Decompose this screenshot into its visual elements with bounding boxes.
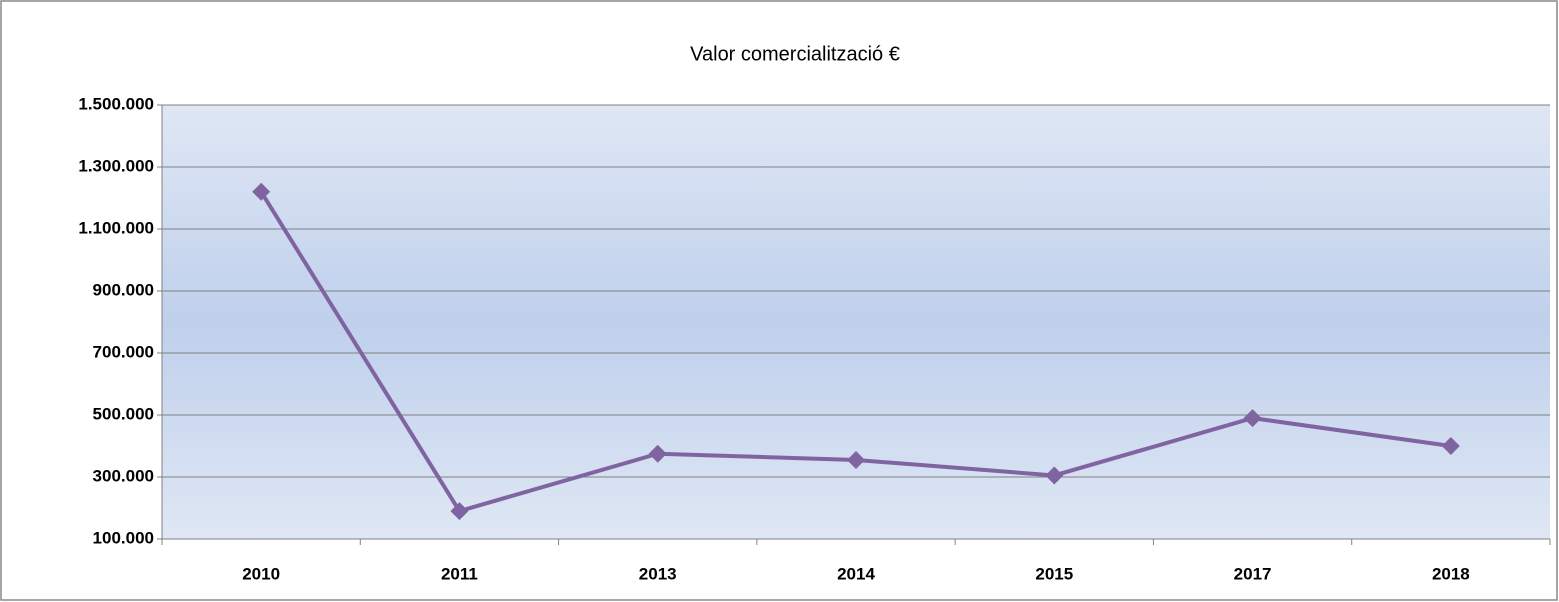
x-tick-label: 2017 bbox=[1234, 564, 1272, 583]
y-tick-label: 1.300.000 bbox=[78, 156, 154, 175]
x-tick-label: 2014 bbox=[837, 564, 875, 583]
y-tick-label: 700.000 bbox=[93, 342, 154, 361]
y-tick-label: 1.100.000 bbox=[78, 218, 154, 237]
x-tick-label: 2018 bbox=[1432, 564, 1470, 583]
data-marker bbox=[1243, 409, 1262, 428]
plot-area bbox=[162, 105, 1550, 539]
y-tick-label: 100.000 bbox=[93, 528, 154, 547]
chart-title: Valor comercialització € bbox=[690, 43, 900, 65]
data-marker bbox=[847, 450, 865, 469]
y-tick-label: 500.000 bbox=[93, 404, 154, 423]
data-marker bbox=[1441, 437, 1460, 455]
x-tick-label: 2015 bbox=[1035, 564, 1073, 583]
data-marker bbox=[450, 502, 469, 521]
x-tick-label: 2011 bbox=[441, 564, 478, 583]
data-marker bbox=[252, 182, 271, 201]
data-marker bbox=[648, 444, 667, 463]
y-tick-label: 900.000 bbox=[93, 280, 154, 299]
y-tick-label: 1.500.000 bbox=[78, 94, 154, 113]
x-tick-label: 2013 bbox=[639, 564, 677, 583]
y-tick-label: 300.000 bbox=[93, 466, 154, 485]
x-tick-label: 2010 bbox=[242, 564, 280, 583]
data-marker bbox=[1045, 466, 1064, 485]
